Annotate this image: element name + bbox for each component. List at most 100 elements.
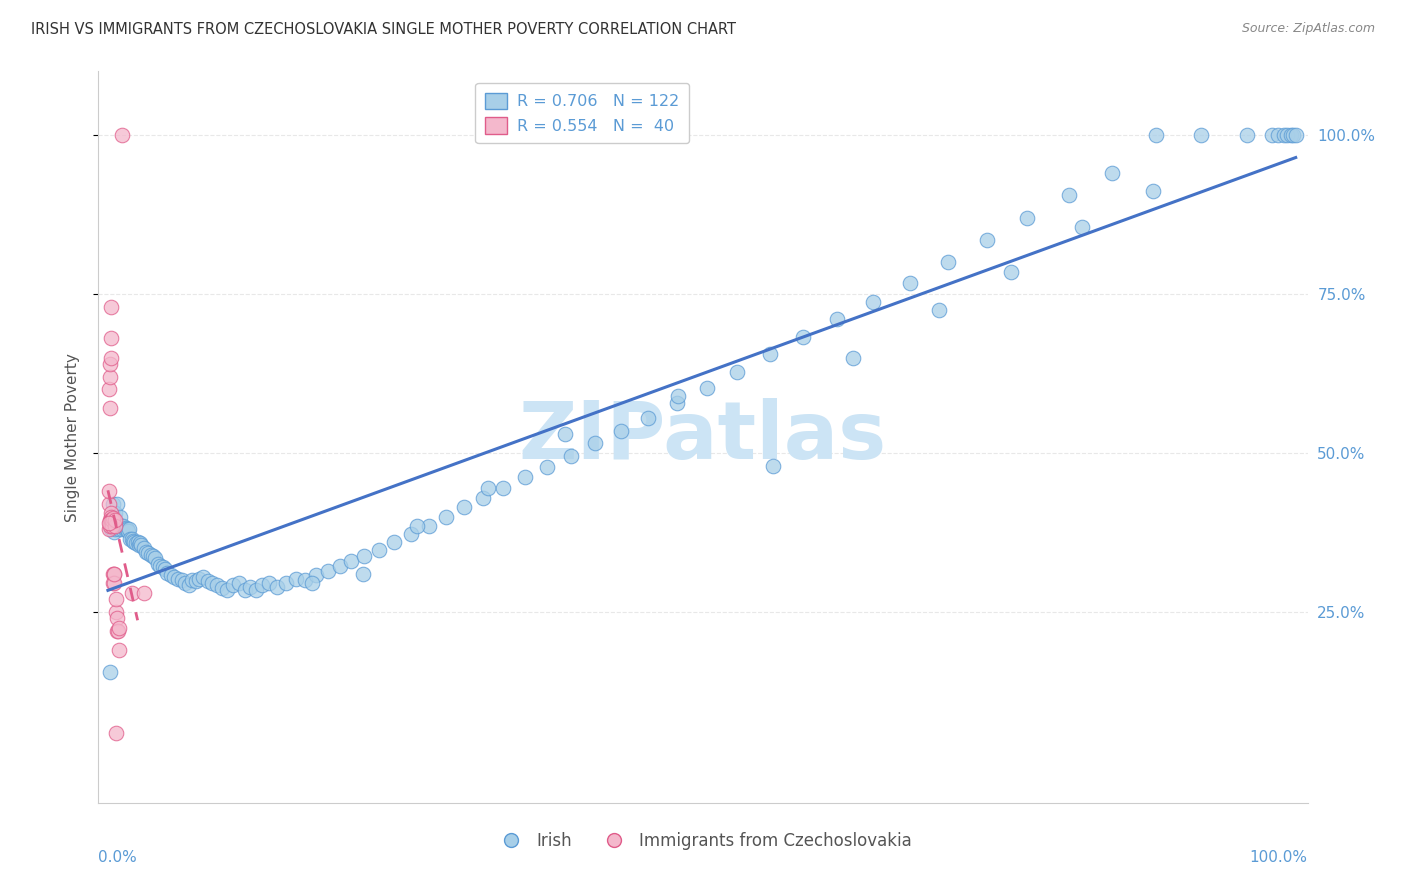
Point: [205, 578, 228, 592]
Point: [221, 578, 243, 592]
Point: [100, 351, 122, 365]
Point: [98, 497, 121, 511]
Point: [111, 522, 134, 536]
Point: [129, 538, 152, 552]
Text: Source: ZipAtlas.com: Source: ZipAtlas.com: [1241, 22, 1375, 36]
Point: [163, 570, 186, 584]
Point: [211, 581, 233, 595]
Point: [142, 549, 165, 563]
Point: [111, 128, 134, 142]
Point: [129, 536, 152, 550]
Point: [100, 516, 122, 530]
Point: [328, 559, 350, 574]
Point: [105, 592, 128, 607]
Point: [294, 573, 316, 587]
Point: [197, 574, 219, 589]
Point: [105, 624, 128, 638]
Point: [107, 643, 129, 657]
Point: [259, 576, 281, 591]
Point: [135, 544, 157, 558]
Point: [152, 560, 174, 574]
Point: [340, 554, 363, 568]
Point: [107, 516, 129, 530]
Point: [146, 558, 169, 572]
Point: [825, 312, 848, 326]
Point: [120, 532, 142, 546]
Point: [103, 509, 125, 524]
Point: [121, 533, 143, 548]
Point: [898, 276, 921, 290]
Point: [101, 511, 124, 525]
Point: [1267, 128, 1289, 142]
Point: [98, 516, 121, 530]
Text: 100.0%: 100.0%: [1250, 850, 1308, 865]
Point: [170, 573, 193, 587]
Point: [976, 233, 998, 247]
Point: [98, 665, 121, 680]
Point: [101, 513, 124, 527]
Point: [1101, 166, 1123, 180]
Point: [1000, 265, 1022, 279]
Point: [100, 331, 122, 345]
Point: [560, 449, 582, 463]
Text: IRISH VS IMMIGRANTS FROM CZECHOSLOVAKIA SINGLE MOTHER POVERTY CORRELATION CHART: IRISH VS IMMIGRANTS FROM CZECHOSLOVAKIA …: [31, 22, 735, 37]
Point: [121, 532, 143, 546]
Point: [104, 519, 127, 533]
Point: [156, 566, 179, 580]
Point: [665, 396, 688, 410]
Point: [1272, 128, 1295, 142]
Point: [181, 573, 204, 587]
Point: [1282, 128, 1305, 142]
Point: [132, 541, 155, 556]
Point: [98, 513, 121, 527]
Point: [103, 566, 125, 581]
Point: [1070, 220, 1092, 235]
Point: [637, 411, 659, 425]
Point: [132, 586, 155, 600]
Point: [100, 509, 122, 524]
Point: [117, 524, 139, 538]
Point: [118, 522, 141, 536]
Point: [127, 535, 149, 549]
Point: [316, 564, 339, 578]
Point: [108, 519, 131, 533]
Point: [201, 576, 224, 591]
Point: [305, 568, 328, 582]
Point: [725, 365, 748, 379]
Point: [115, 522, 138, 536]
Point: [139, 548, 162, 562]
Point: [492, 481, 515, 495]
Legend: Irish, Immigrants from Czechoslovakia: Irish, Immigrants from Czechoslovakia: [488, 825, 918, 856]
Point: [128, 538, 150, 552]
Point: [110, 519, 132, 533]
Text: 0.0%: 0.0%: [98, 850, 138, 865]
Point: [98, 484, 121, 499]
Point: [405, 519, 427, 533]
Point: [100, 522, 122, 536]
Point: [1277, 128, 1299, 142]
Point: [98, 516, 121, 530]
Point: [100, 513, 122, 527]
Point: [936, 255, 959, 269]
Point: [233, 582, 256, 597]
Point: [841, 351, 863, 365]
Point: [1236, 128, 1258, 142]
Point: [107, 611, 129, 625]
Point: [583, 436, 606, 450]
Point: [792, 330, 814, 344]
Point: [105, 519, 128, 533]
Point: [104, 726, 127, 740]
Point: [104, 522, 127, 536]
Point: [666, 389, 689, 403]
Point: [160, 568, 183, 582]
Point: [862, 294, 884, 309]
Point: [136, 546, 159, 560]
Point: [301, 576, 323, 591]
Point: [153, 562, 176, 576]
Point: [184, 574, 207, 589]
Point: [103, 566, 125, 581]
Point: [107, 497, 129, 511]
Point: [108, 509, 131, 524]
Point: [266, 580, 288, 594]
Point: [1057, 188, 1080, 202]
